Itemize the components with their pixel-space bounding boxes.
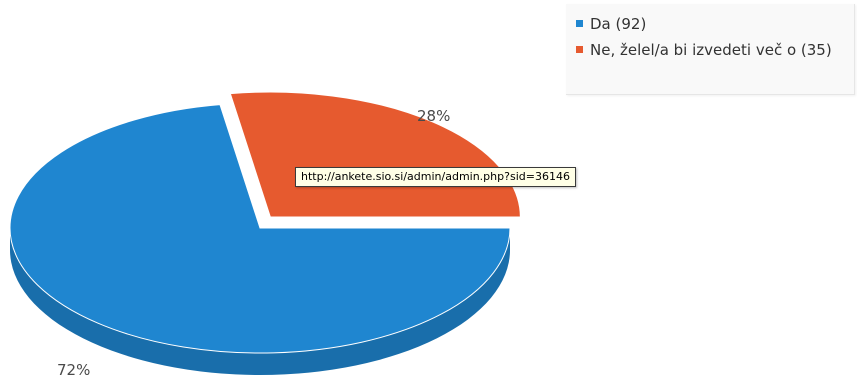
legend: Da (92) Ne, želel/a bi izvedeti več o (3… — [566, 4, 855, 95]
url-tooltip: http://ankete.sio.si/admin/admin.php?sid… — [295, 167, 576, 187]
percent-label-da: 72% — [57, 361, 90, 379]
legend-label-ne: Ne, želel/a bi izvedeti več o (35) — [590, 41, 832, 59]
legend-label-da: Da (92) — [590, 15, 647, 33]
pie-slice-side-da — [10, 228, 510, 375]
legend-item-da[interactable]: Da (92) — [576, 12, 646, 37]
legend-swatch-da — [576, 20, 583, 27]
pie-slice-ne[interactable] — [229, 91, 521, 218]
percent-label-ne: 28% — [417, 107, 450, 125]
pie-slice-da[interactable] — [9, 104, 511, 354]
legend-swatch-ne — [576, 46, 583, 53]
legend-item-ne[interactable]: Ne, želel/a bi izvedeti več o (35) — [576, 38, 851, 63]
